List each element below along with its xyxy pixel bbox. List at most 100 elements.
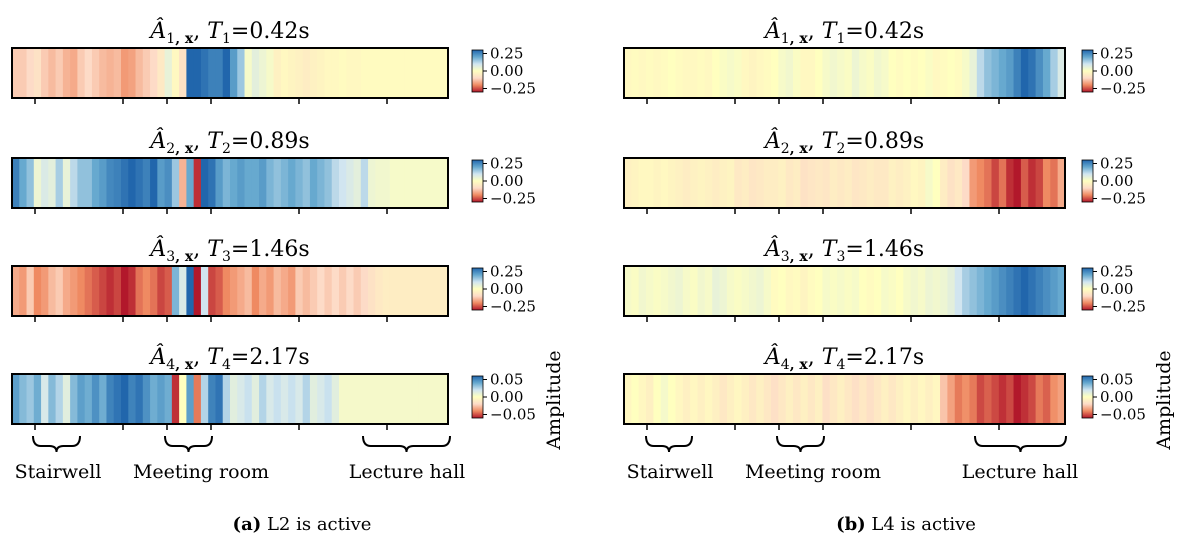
heatmap-cell (881, 266, 890, 316)
heatmap-cell (624, 374, 632, 424)
heatmap-cell (1042, 48, 1051, 98)
region-brace (362, 435, 451, 453)
heatmap-cell (179, 374, 187, 424)
heatmap-cell (748, 374, 757, 424)
heatmap-cell (1050, 48, 1059, 98)
heatmap-cell (1057, 158, 1066, 208)
heatmap-cell (353, 48, 362, 98)
heatmap-cell (866, 158, 875, 208)
heatmap-cell (251, 374, 260, 424)
heatmap-cell (690, 48, 699, 98)
heatmap-cell (215, 158, 224, 208)
heatmap-cell (62, 48, 71, 98)
heatmap-cell (433, 374, 442, 424)
heatmap-cell (881, 48, 890, 98)
title-equals: = (845, 345, 863, 370)
colorbar-tick-label: 0.00 (490, 172, 523, 190)
heatmap-cell (55, 158, 64, 208)
heatmap-cell (624, 48, 632, 98)
heatmap-cell (331, 158, 340, 208)
heatmap-cell (771, 266, 779, 316)
heatmap-cell (397, 48, 405, 98)
heatmap-cell (19, 374, 28, 424)
heatmap-cell (128, 158, 137, 208)
heatmap-cell (346, 158, 355, 208)
heatmap-cell (317, 48, 326, 98)
colorbar-tick-label: 0.25 (490, 263, 523, 281)
region-brace (645, 435, 693, 453)
heatmap-cell (719, 374, 728, 424)
heatmap-cell (881, 374, 890, 424)
colorbar-tick-label: 0.05 (1100, 371, 1133, 389)
heatmap-frame (623, 265, 1066, 317)
heatmap-cell (200, 48, 209, 98)
heatmap-cell (1035, 158, 1044, 208)
heatmap-cell (26, 374, 35, 424)
heatmap-cell (397, 158, 405, 208)
heatmap-cell (690, 158, 699, 208)
heatmap-cell (91, 48, 100, 98)
colorbar (472, 376, 483, 418)
heatmap-cell (954, 158, 963, 208)
heatmap-cell (70, 266, 78, 316)
heatmap-cell (200, 158, 209, 208)
heatmap-cell (741, 158, 750, 208)
heatmap-cell (179, 266, 187, 316)
colorbar-tick-label: −0.25 (490, 190, 536, 208)
heatmap-cell (954, 48, 963, 98)
heatmap-cell (925, 266, 934, 316)
colorbar-tick-label: 0.00 (1100, 172, 1133, 190)
heatmap-cell (940, 266, 948, 316)
heatmap-cell (106, 374, 115, 424)
heatmap-cell (763, 266, 772, 316)
heatmap-cell (426, 48, 435, 98)
heatmap-cell (697, 266, 706, 316)
heatmap-cell (426, 374, 435, 424)
heatmap-cell (778, 266, 787, 316)
heatmap-cell (991, 374, 1000, 424)
heatmap-cell (675, 266, 684, 316)
heatmap-cell (881, 158, 890, 208)
heatmap-frame (623, 157, 1066, 209)
heatmap-cell (1057, 48, 1066, 98)
heatmap-cell (1006, 158, 1015, 208)
title-period-value: 2.17s (864, 345, 924, 370)
heatmap-cell (925, 374, 934, 424)
heatmap-cell (99, 266, 108, 316)
row-title: Â1, x, T1=0.42s (148, 17, 309, 47)
title-subscript: 3, x (781, 249, 809, 265)
colorbar (472, 268, 483, 310)
title-amplitude-symbol: Â (148, 343, 166, 370)
caption-a-tag: (a) (233, 514, 262, 535)
heatmap-cell (1020, 266, 1029, 316)
heatmap-cell (918, 374, 926, 424)
heatmap-cell (339, 158, 347, 208)
heatmap-cell (171, 158, 180, 208)
heatmap-cell (837, 158, 846, 208)
title-equals: = (231, 237, 249, 262)
region-brace (164, 435, 213, 453)
heatmap-cell (976, 266, 985, 316)
heatmap-cell (186, 266, 195, 316)
heatmap-cell (704, 158, 713, 208)
heatmap-cell (815, 158, 824, 208)
title-period-value: 0.42s (864, 19, 924, 44)
heatmap-cell (411, 48, 420, 98)
heatmap-cell (668, 48, 677, 98)
heatmap-cell (962, 266, 971, 316)
heatmap-cell (280, 48, 289, 98)
heatmap-cell (800, 266, 809, 316)
heatmap-cell (763, 48, 772, 98)
title-equals: = (231, 129, 249, 154)
title-period-index: 3 (222, 249, 231, 265)
heatmap-cell (193, 266, 202, 316)
heatmap-cell (273, 266, 282, 316)
heatmap-cell (793, 266, 801, 316)
heatmap-cell (33, 266, 42, 316)
heatmap-cell (998, 266, 1007, 316)
heatmap-cell (984, 266, 993, 316)
heatmap-cell (998, 374, 1007, 424)
title-mode-index: 2 (781, 141, 790, 157)
